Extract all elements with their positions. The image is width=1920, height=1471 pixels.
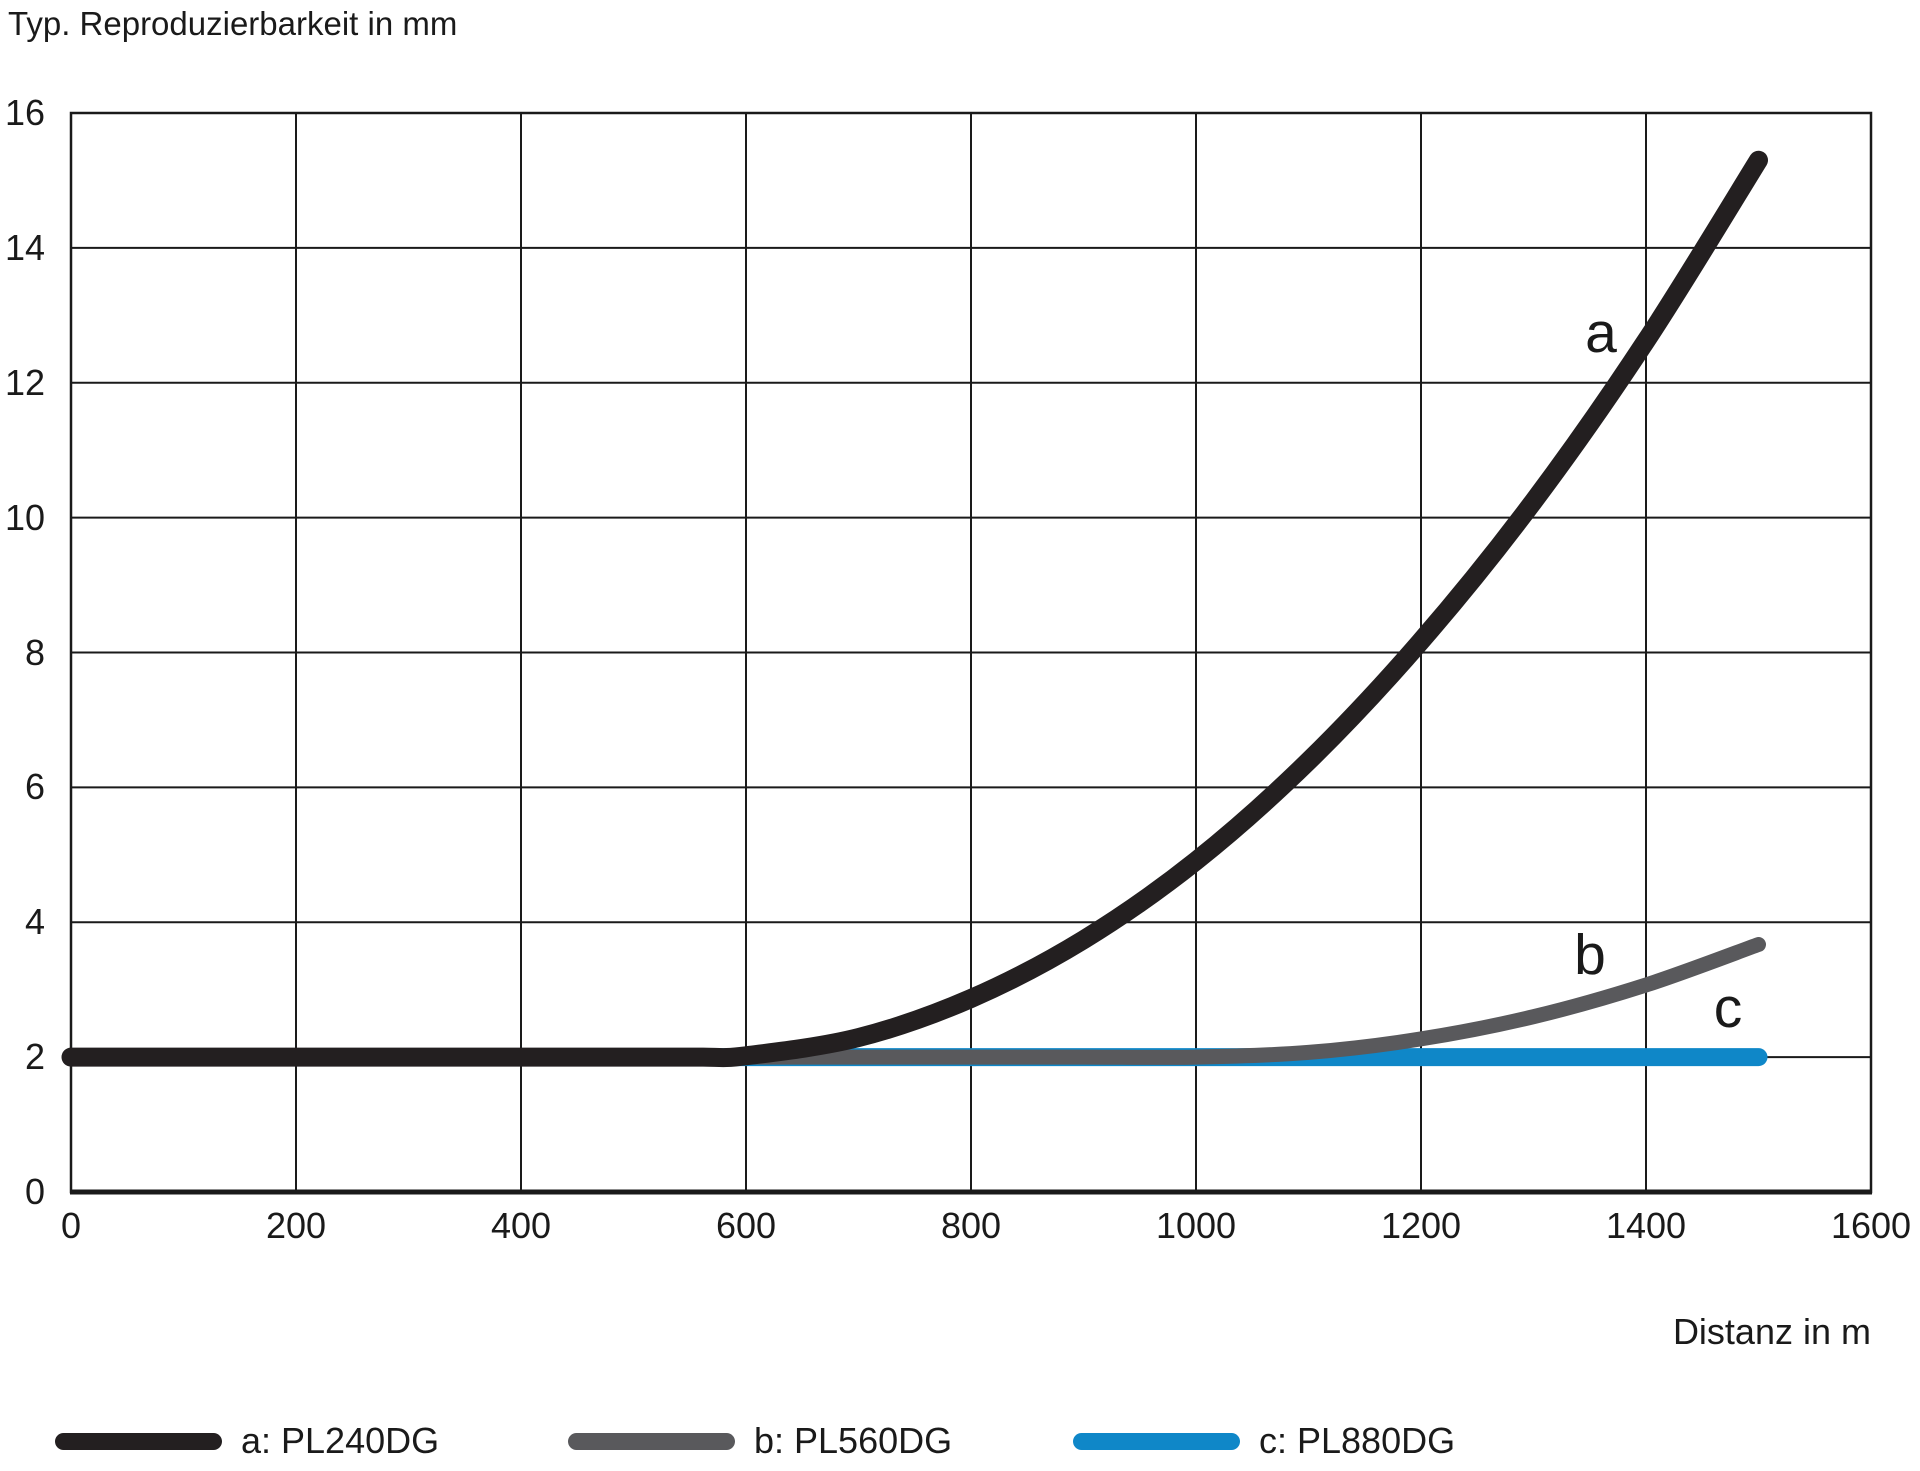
legend: a: PL240DG b: PL560DG c: PL880DG bbox=[0, 1418, 1920, 1464]
curve-label-b: b bbox=[1574, 923, 1606, 987]
x-tick-label: 600 bbox=[715, 1205, 777, 1246]
y-tick-label: 6 bbox=[24, 766, 45, 807]
y-tick-label: 8 bbox=[24, 632, 45, 673]
x-tick-label: 0 bbox=[60, 1205, 82, 1246]
curve-label-a: a bbox=[1585, 301, 1617, 365]
x-tick-label: 1200 bbox=[1380, 1205, 1462, 1246]
y-tick-label: 16 bbox=[4, 92, 45, 133]
legend-item: a: PL240DG bbox=[55, 1418, 439, 1464]
x-tick-label: 1600 bbox=[1830, 1205, 1912, 1246]
x-tick-label: 400 bbox=[490, 1205, 552, 1246]
y-tick-label: 0 bbox=[24, 1171, 45, 1212]
x-tick-label: 1400 bbox=[1605, 1205, 1687, 1246]
legend-swatch-a bbox=[55, 1432, 222, 1450]
legend-label-c: c: PL880DG bbox=[1259, 1420, 1456, 1461]
y-tick-label: 12 bbox=[4, 362, 45, 403]
chart-title: Typ. Reproduzierbarkeit in mm bbox=[8, 5, 458, 42]
curve-a-pl240dg bbox=[61, 150, 1768, 1068]
legend-swatch-c bbox=[1073, 1432, 1240, 1450]
legend-label-b: b: PL560DG bbox=[754, 1420, 953, 1461]
x-tick-label: 800 bbox=[940, 1205, 1002, 1246]
x-tick-label: 1000 bbox=[1155, 1205, 1237, 1246]
legend-item: b: PL560DG bbox=[568, 1418, 952, 1464]
legend-label-a: a: PL240DG bbox=[241, 1420, 440, 1461]
x-tick-label: 200 bbox=[265, 1205, 327, 1246]
x-axis-title: Distanz in m bbox=[1672, 1311, 1871, 1352]
curve-b-pl560dg bbox=[63, 937, 1766, 1065]
legend-item: c: PL880DG bbox=[1073, 1418, 1455, 1464]
legend-swatch-b bbox=[568, 1432, 735, 1450]
y-tick-label: 10 bbox=[4, 497, 45, 538]
y-tick-label: 4 bbox=[24, 901, 45, 942]
curve-label-c: c bbox=[1713, 976, 1743, 1040]
y-tick-label: 14 bbox=[4, 227, 45, 268]
y-tick-label: 2 bbox=[24, 1036, 45, 1077]
grid bbox=[70, 112, 1872, 1193]
